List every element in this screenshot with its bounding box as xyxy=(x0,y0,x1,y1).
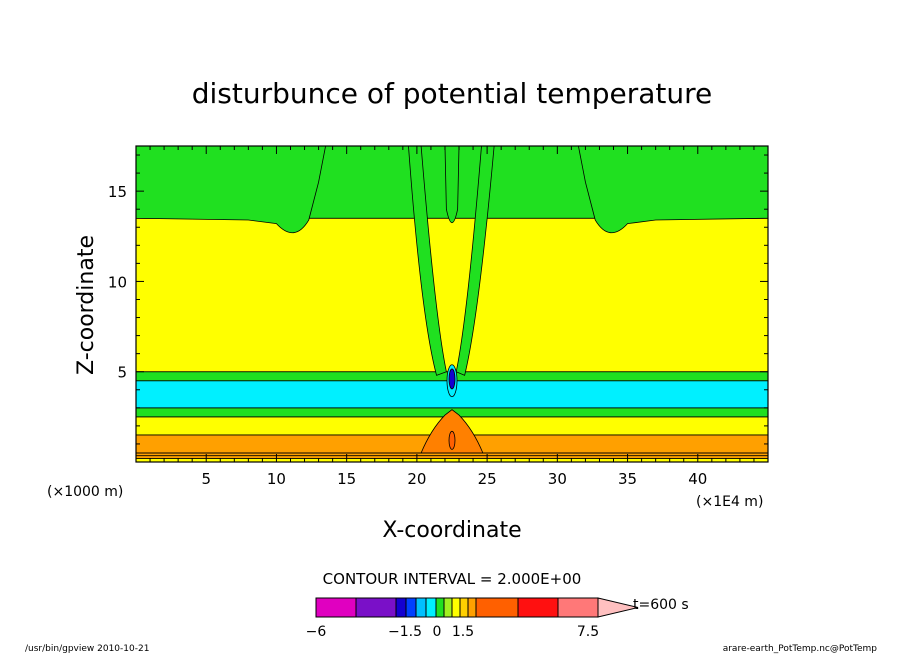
surface-warm-core xyxy=(448,430,456,450)
colorbar-swatch xyxy=(467,597,477,618)
x-tick-label: 15 xyxy=(337,470,356,488)
colorbar-label: −6 xyxy=(306,624,327,640)
x-axis-label: X-coordinate xyxy=(382,518,521,543)
plume-center-branch xyxy=(444,145,460,224)
colorbar-arrow xyxy=(597,597,639,618)
colorbar-swatch xyxy=(405,597,417,618)
plume-core-blue xyxy=(448,368,456,390)
y-tick-label: 10 xyxy=(108,273,127,291)
colorbar-label: 1.5 xyxy=(452,624,474,640)
x-tick-label: 25 xyxy=(478,470,497,488)
time-label: t=600 s xyxy=(633,597,689,613)
y-axis-label: Z-coordinate xyxy=(74,235,99,375)
contour-interval: CONTOUR INTERVAL = 2.000E+00 xyxy=(323,570,582,588)
plot-area xyxy=(135,145,769,463)
plume-right-branch xyxy=(455,145,495,376)
plot-frame xyxy=(135,145,769,463)
colorbar-swatch xyxy=(443,597,453,618)
colorbar-swatch xyxy=(315,597,357,618)
colorbar-swatch xyxy=(435,597,445,618)
colorbar-swatch xyxy=(475,597,519,618)
colorbar: −6 −1.5 0 1.5 7.5 xyxy=(306,597,639,640)
plume-left-branch xyxy=(408,145,447,376)
footer-left: /usr/bin/gpview 2010-10-21 xyxy=(25,644,149,654)
y-tick-labels: 5 10 15 xyxy=(108,183,127,382)
layer-band xyxy=(135,217,769,373)
colorbar-swatch xyxy=(355,597,397,618)
colorbar-label: 7.5 xyxy=(577,624,599,640)
upper-right-region xyxy=(577,145,769,234)
colorbar-swatch xyxy=(425,597,437,618)
colorbar-swatch xyxy=(395,597,407,618)
x-tick-label: 20 xyxy=(407,470,426,488)
x-tick-label: 10 xyxy=(267,470,286,488)
x-tick-labels: 5 10 15 20 25 30 35 40 xyxy=(201,470,707,488)
x-tick-label: 5 xyxy=(201,470,211,488)
x-unit-left: (×1000 m) xyxy=(47,484,123,500)
x-tick-label: 35 xyxy=(618,470,637,488)
colorbar-swatch xyxy=(459,597,469,618)
colorbar-swatch xyxy=(415,597,427,618)
colorbar-swatch xyxy=(451,597,461,618)
colorbar-label: −1.5 xyxy=(388,624,422,640)
x-tick-label: 40 xyxy=(688,470,707,488)
x-unit-right: (×1E4 m) xyxy=(696,494,763,510)
upper-left-region xyxy=(135,145,327,234)
x-tick-label: 30 xyxy=(548,470,567,488)
chart-title: disturbunce of potential temperature xyxy=(192,77,713,110)
y-tick-label: 15 xyxy=(108,183,127,201)
footer-right: arare-earth_PotTemp.nc@PotTemp xyxy=(723,644,878,654)
colorbar-swatch xyxy=(517,597,559,618)
y-tick-label: 5 xyxy=(117,364,127,382)
colorbar-label: 0 xyxy=(433,624,442,640)
colorbar-swatch xyxy=(557,597,599,618)
